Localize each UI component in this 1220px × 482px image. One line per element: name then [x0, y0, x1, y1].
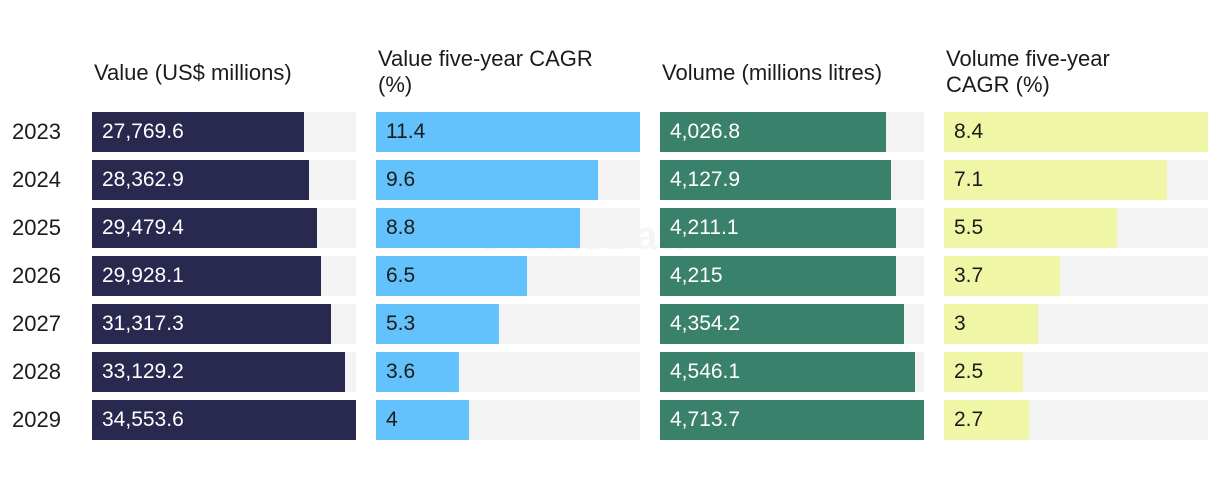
data-label: 11.4: [386, 120, 426, 143]
data-label: 28,362.9: [102, 168, 184, 191]
bar-track: 5.3: [376, 304, 640, 344]
data-label: 5.5: [954, 216, 984, 239]
data-label: 34,553.6: [102, 408, 184, 431]
bar-track: 34,553.6: [92, 400, 356, 440]
bar-series1-2027: [92, 304, 332, 344]
bar-series3-2029: [660, 400, 924, 440]
bar-track: 3.6: [376, 352, 640, 392]
data-label: 5.3: [386, 312, 416, 335]
data-label: 4,215: [670, 264, 723, 287]
year-label-2028: 2028: [12, 359, 61, 384]
data-label: 27,769.6: [102, 120, 184, 143]
bar-series3-2023: [660, 112, 886, 152]
bar-track: 4,546.1: [660, 352, 924, 392]
bar-series3-2028: [660, 352, 915, 392]
data-label: 6.5: [386, 264, 416, 287]
bar-track: 28,362.9: [92, 160, 356, 200]
bar-track: 4: [376, 400, 640, 440]
bar-series2-2024: [376, 160, 599, 200]
bar-track: 4,026.8: [660, 112, 924, 152]
year-label-2029: 2029: [12, 407, 61, 432]
data-label: 8.8: [386, 216, 416, 239]
bar-series3-2025: [660, 208, 896, 248]
bar-track: 4,215: [660, 256, 924, 296]
bar-series2-2027: [376, 304, 499, 344]
bar-track: 8.8: [376, 208, 640, 248]
bar-series2-2023: [376, 112, 640, 152]
column-header-3: Volume (millions litres): [662, 60, 883, 85]
bar-series1-2025: [92, 208, 318, 248]
data-label: 3: [954, 312, 966, 335]
bar-series2-2028: [376, 352, 460, 392]
bar-track: 3: [944, 304, 1208, 344]
bar-track: 2.7: [944, 400, 1208, 440]
data-label: 29,928.1: [102, 264, 184, 287]
bar-series1-2023: [92, 112, 305, 152]
bar-series3-2027: [660, 304, 904, 344]
bar-series1-2029: [92, 400, 356, 440]
data-label: 4,211.1: [670, 216, 739, 239]
bar-track: 4,211.1: [660, 208, 924, 248]
bar-series4-2024: [944, 160, 1168, 200]
data-label: 7.1: [954, 168, 984, 191]
year-label-2025: 2025: [12, 215, 61, 240]
bar-track: 2.5: [944, 352, 1208, 392]
bar-series4-2025: [944, 208, 1117, 248]
data-label: 4: [386, 408, 398, 431]
data-label: 9.6: [386, 168, 416, 191]
column-header-2: Value five-year CAGR (%): [378, 46, 593, 97]
data-label: 4,546.1: [670, 360, 741, 383]
year-label-2024: 2024: [12, 167, 61, 192]
bar-track: 4,713.7: [660, 400, 924, 440]
column-header-4: Volume five-year CAGR (%): [946, 46, 1110, 97]
data-label: 2.5: [954, 360, 984, 383]
year-label-2027: 2027: [12, 311, 61, 336]
bar-track: 33,129.2: [92, 352, 356, 392]
data-label: 3.7: [954, 264, 984, 287]
bar-series1-2026: [92, 256, 321, 296]
bar-track: 5.5: [944, 208, 1208, 248]
bar-series4-2029: [944, 400, 1029, 440]
data-label: 4,127.9: [670, 168, 741, 191]
bar-track: 27,769.6: [92, 112, 356, 152]
data-label: 3.6: [386, 360, 416, 383]
bar-track: 31,317.3: [92, 304, 356, 344]
data-label: 4,354.2: [670, 312, 741, 335]
bar-track: 4,354.2: [660, 304, 924, 344]
bar-series1-2028: [92, 352, 346, 392]
year-label-2026: 2026: [12, 263, 61, 288]
bar-track: 7.1: [944, 160, 1208, 200]
bar-series2-2029: [376, 400, 469, 440]
bar-series4-2028: [944, 352, 1023, 392]
bar-track: 8.4: [944, 112, 1208, 152]
bar-series4-2023: [944, 112, 1208, 152]
data-label: 8.4: [954, 120, 984, 143]
year-label-2023: 2023: [12, 119, 61, 144]
bar-track: 6.5: [376, 256, 640, 296]
bar-series3-2024: [660, 160, 892, 200]
bar-series1-2024: [92, 160, 309, 200]
bar-track: 4,127.9: [660, 160, 924, 200]
bar-series2-2026: [376, 256, 527, 296]
bar-series2-2025: [376, 208, 580, 248]
bar-series4-2026: [944, 256, 1061, 296]
data-label: 33,129.2: [102, 360, 184, 383]
data-label: 31,317.3: [102, 312, 184, 335]
bar-series3-2026: [660, 256, 897, 296]
column-header-1: Value (US$ millions): [94, 60, 292, 85]
bar-track: 9.6: [376, 160, 640, 200]
data-label: 2.7: [954, 408, 984, 431]
bar-track: 29,928.1: [92, 256, 356, 296]
bar-series4-2027: [944, 304, 1039, 344]
bar-track: 11.4: [376, 112, 640, 152]
bar-track: 29,479.4: [92, 208, 356, 248]
bar-track: 3.7: [944, 256, 1208, 296]
data-label: 4,026.8: [670, 120, 741, 143]
data-label: 29,479.4: [102, 216, 184, 239]
data-label: 4,713.7: [670, 408, 741, 431]
